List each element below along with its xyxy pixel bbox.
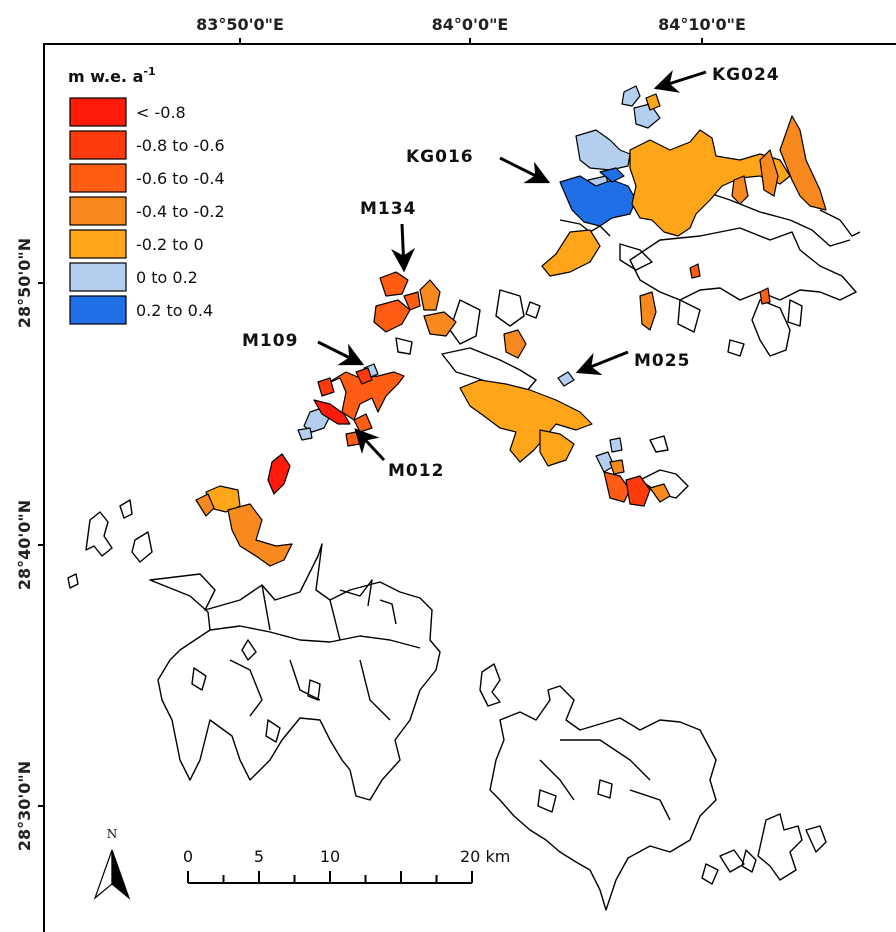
glacier-m025-shape xyxy=(557,371,575,387)
label-kg024: KG024 xyxy=(712,65,780,85)
glacier-kg024-shape xyxy=(621,85,641,107)
arrow-m109 xyxy=(317,340,365,366)
north-arrow-icon xyxy=(93,849,113,900)
north-arrow-letter: N xyxy=(107,827,118,841)
arrow-kg016 xyxy=(499,156,551,184)
legend-label: < -0.8 xyxy=(136,103,186,122)
scale-bar: 0 5 10 20 km xyxy=(183,847,510,884)
legend: m w.e. a-1 < -0.8 -0.8 to -0.6 -0.6 to -0.… xyxy=(68,65,225,325)
legend-swatch xyxy=(69,130,127,160)
arrow-kg024 xyxy=(653,69,707,93)
legend-title: m w.e. a-1 xyxy=(68,65,156,86)
legend-label: 0.2 to 0.4 xyxy=(136,301,213,320)
arrow-m134 xyxy=(391,223,416,273)
legend-label: -0.6 to -0.4 xyxy=(136,169,225,188)
legend-swatch xyxy=(69,262,127,292)
latitude-label-1: 28°50'0"N xyxy=(15,238,34,328)
longitude-label-1: 83°50'0"E xyxy=(196,15,284,34)
glaciers-light-blue xyxy=(297,85,661,473)
legend-label: -0.2 to 0 xyxy=(136,235,204,254)
scale-label-5: 5 xyxy=(254,847,264,866)
legend-swatch xyxy=(69,97,127,127)
scale-label-0: 0 xyxy=(183,847,193,866)
legend-label: -0.8 to -0.6 xyxy=(136,136,225,155)
latitude-label-2: 28°40'0"N xyxy=(15,500,34,590)
north-arrow: N xyxy=(93,827,131,900)
glaciers-dark-orange xyxy=(325,263,771,503)
arrow-m012 xyxy=(354,428,386,462)
legend-label: -0.4 to -0.2 xyxy=(136,202,225,221)
latitude-label-3: 28°30'0"N xyxy=(15,761,34,851)
legend-swatch xyxy=(69,163,127,193)
label-m134: M134 xyxy=(360,199,416,219)
label-m012: M012 xyxy=(388,461,444,481)
arrow-m025 xyxy=(575,350,629,376)
longitude-label-3: 84°10'0"E xyxy=(658,15,746,34)
longitude-label-2: 84°0'0"E xyxy=(432,15,509,34)
legend-label: 0 to 0.2 xyxy=(136,268,198,287)
legend-swatch xyxy=(69,295,127,325)
glacier-m134-shape xyxy=(379,271,409,297)
scale-ticks xyxy=(187,871,473,883)
glaciers-orange xyxy=(195,115,827,567)
label-kg016: KG016 xyxy=(406,147,474,167)
glaciers-red xyxy=(267,399,351,495)
glacier-annotations: KG024 KG016 M134 M109 M025 M012 xyxy=(242,65,780,481)
glacier-kg016-shape xyxy=(559,175,637,227)
label-m109: M109 xyxy=(242,331,298,351)
frame-ticks xyxy=(38,38,703,807)
scale-label-20: 20 km xyxy=(460,847,510,866)
legend-swatch xyxy=(69,229,127,259)
glacier-outlines xyxy=(67,189,861,911)
label-m025: M025 xyxy=(634,351,690,371)
scale-label-10: 10 xyxy=(320,847,340,866)
legend-items: < -0.8 -0.8 to -0.6 -0.6 to -0.4 -0.4 to -0… xyxy=(69,97,225,325)
legend-swatch xyxy=(69,196,127,226)
glaciers-blue xyxy=(559,167,637,227)
glaciers-red-orange xyxy=(317,367,651,507)
map-frame xyxy=(43,43,896,932)
glaciers-gold xyxy=(205,93,791,513)
